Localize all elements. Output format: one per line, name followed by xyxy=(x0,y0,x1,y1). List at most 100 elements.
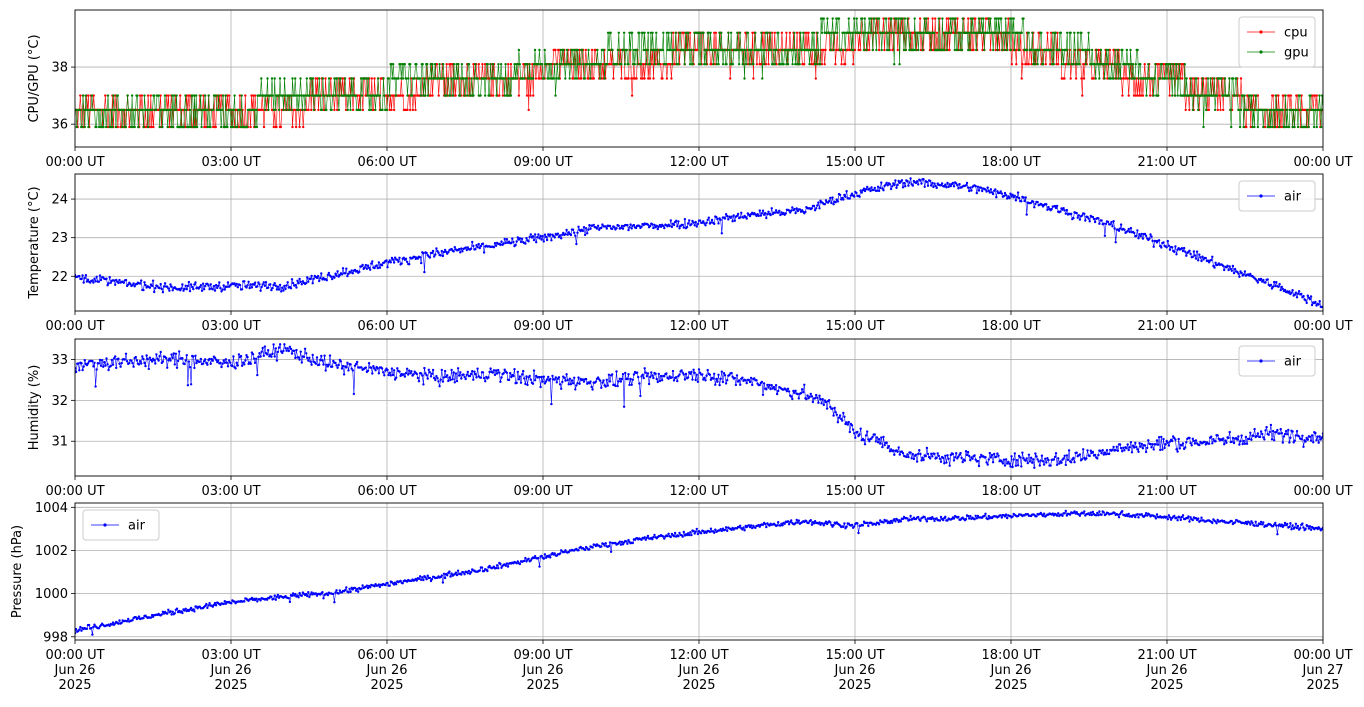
data-point xyxy=(567,383,570,386)
data-point xyxy=(163,282,167,285)
data-point xyxy=(195,361,198,365)
data-point xyxy=(883,48,886,52)
data-point xyxy=(889,187,893,191)
data-point xyxy=(284,94,287,97)
data-point xyxy=(704,379,707,382)
data-point xyxy=(507,62,510,66)
data-point xyxy=(386,266,389,269)
data-point xyxy=(1175,253,1178,256)
data-point xyxy=(539,385,542,389)
data-point xyxy=(370,77,373,80)
data-point xyxy=(277,108,281,112)
data-point xyxy=(640,225,643,228)
data-point xyxy=(619,48,622,52)
data-point xyxy=(114,283,117,286)
data-point xyxy=(175,94,178,97)
data-point xyxy=(696,31,700,34)
data-point xyxy=(373,77,376,80)
data-point xyxy=(629,223,632,226)
data-point xyxy=(1110,62,1113,66)
data-point xyxy=(689,48,693,52)
data-point xyxy=(738,379,741,382)
data-point xyxy=(295,286,298,289)
data-point xyxy=(603,77,606,80)
data-point xyxy=(945,48,948,52)
data-point xyxy=(904,48,907,52)
data-point xyxy=(1291,289,1294,292)
data-point xyxy=(289,347,293,351)
data-point xyxy=(1219,108,1222,112)
data-point xyxy=(400,77,403,80)
data-point xyxy=(220,125,223,129)
data-point xyxy=(253,281,257,284)
data-point xyxy=(198,360,201,363)
data-point xyxy=(707,216,710,219)
data-point xyxy=(105,108,109,112)
data-point xyxy=(264,281,268,284)
data-point xyxy=(213,289,217,292)
data-point xyxy=(1036,200,1039,204)
data-point xyxy=(365,77,368,80)
data-point xyxy=(538,48,541,52)
data-point xyxy=(617,380,620,383)
data-point xyxy=(1070,461,1073,464)
data-point xyxy=(952,17,956,20)
data-point xyxy=(838,193,842,197)
data-point xyxy=(1060,62,1064,66)
data-point xyxy=(407,77,410,80)
data-point xyxy=(720,232,723,235)
data-point xyxy=(1074,48,1077,52)
data-point xyxy=(1121,94,1124,97)
data-point xyxy=(1063,209,1066,212)
data-point xyxy=(1320,94,1323,97)
data-point xyxy=(829,48,833,52)
data-point xyxy=(691,378,694,381)
data-point xyxy=(1281,108,1285,112)
data-point xyxy=(1156,94,1160,97)
data-point xyxy=(411,108,415,112)
data-point xyxy=(616,384,619,388)
data-point xyxy=(620,224,624,228)
data-point xyxy=(1231,77,1235,80)
data-point xyxy=(373,367,376,370)
data-point xyxy=(688,31,692,34)
data-point xyxy=(459,371,462,374)
data-point xyxy=(684,372,688,376)
data-point xyxy=(582,226,586,229)
data-point xyxy=(786,387,790,390)
data-point xyxy=(728,373,731,377)
data-point xyxy=(275,125,278,129)
data-point xyxy=(740,48,743,52)
y-tick-label: 33 xyxy=(51,353,68,368)
data-point xyxy=(1054,452,1058,455)
data-point xyxy=(1025,48,1029,52)
data-point xyxy=(338,273,341,277)
data-point xyxy=(290,108,293,112)
data-point xyxy=(1291,125,1294,129)
data-point xyxy=(919,48,923,52)
data-point xyxy=(1288,290,1291,293)
data-point xyxy=(449,62,452,66)
data-point xyxy=(1201,77,1204,80)
data-point xyxy=(644,48,647,52)
data-point xyxy=(542,240,545,243)
data-point xyxy=(607,373,611,376)
legend: air xyxy=(1238,180,1316,212)
data-point xyxy=(83,125,87,129)
data-point xyxy=(423,366,426,370)
data-point xyxy=(390,62,393,66)
data-point xyxy=(387,77,390,80)
data-point xyxy=(86,108,89,112)
data-point xyxy=(1236,94,1239,97)
data-point xyxy=(532,62,536,66)
data-point xyxy=(787,390,791,393)
data-point xyxy=(1099,48,1103,52)
data-point xyxy=(649,375,652,379)
data-point xyxy=(576,382,579,385)
data-point xyxy=(1006,197,1009,200)
data-point xyxy=(214,125,217,129)
data-point xyxy=(663,375,666,378)
data-point xyxy=(92,365,95,368)
data-point xyxy=(142,125,145,129)
data-point xyxy=(443,248,447,252)
